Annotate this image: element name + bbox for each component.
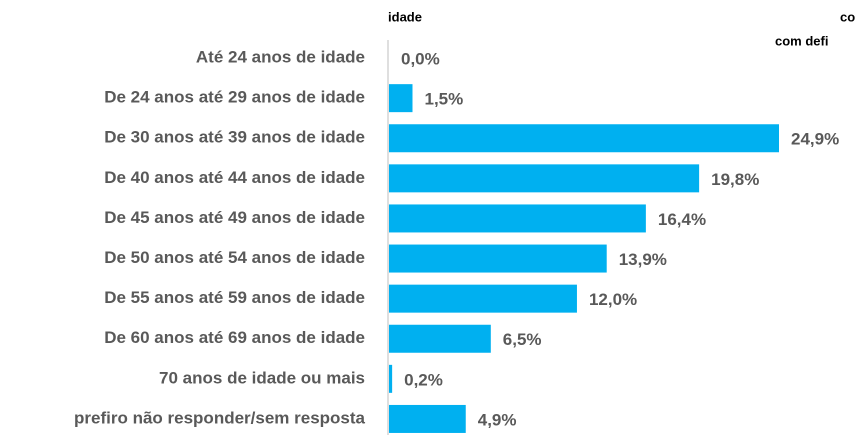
annotation: com defi (775, 33, 828, 48)
value-label: 24,9% (791, 130, 839, 149)
category-label: De 50 anos até 54 anos de idade (104, 248, 365, 267)
bar (389, 324, 491, 353)
annotation: co (840, 9, 855, 24)
value-label: 4,9% (478, 410, 517, 429)
annotation: idade (388, 9, 422, 24)
category-label: prefiro não responder/sem resposta (74, 408, 366, 427)
category-label: De 30 anos até 39 anos de idade (104, 128, 365, 147)
value-label: 13,9% (619, 250, 667, 269)
value-label: 6,5% (503, 330, 542, 349)
category-label: Até 24 anos de idade (196, 48, 365, 67)
value-label: 1,5% (424, 90, 463, 109)
bar (389, 364, 393, 393)
value-label: 0,2% (404, 370, 443, 389)
value-label: 12,0% (589, 290, 637, 309)
value-label: 0,0% (401, 50, 440, 69)
category-label: De 24 anos até 29 anos de idade (104, 88, 365, 107)
bar (389, 244, 607, 273)
bar (389, 404, 466, 433)
bar (389, 124, 779, 153)
category-label: De 40 anos até 44 anos de idade (104, 168, 365, 187)
bar (389, 204, 646, 233)
bar (389, 84, 413, 113)
bar (389, 164, 700, 193)
category-label: De 60 anos até 69 anos de idade (104, 328, 365, 347)
bar (389, 284, 577, 313)
category-label: De 45 anos até 49 anos de idade (104, 208, 365, 227)
value-label: 19,8% (711, 170, 759, 189)
value-label: 16,4% (658, 210, 706, 229)
category-label: De 55 anos até 59 anos de idade (104, 288, 365, 307)
category-label: 70 anos de idade ou mais (159, 368, 365, 387)
